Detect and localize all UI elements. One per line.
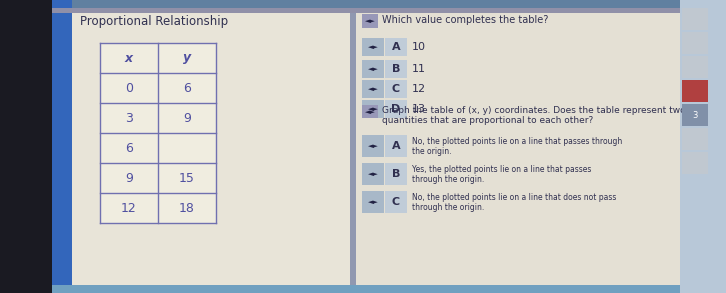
Bar [100, 43, 216, 223]
Bar [52, 0, 72, 293]
Bar [362, 105, 378, 118]
Bar [385, 135, 407, 157]
Bar [52, 8, 680, 13]
Bar [362, 135, 384, 157]
Text: ◄►: ◄► [367, 66, 378, 72]
Text: ◄►: ◄► [367, 86, 378, 92]
Text: Proportional Relationship: Proportional Relationship [80, 15, 228, 28]
Text: 18: 18 [179, 202, 195, 214]
Bar [682, 128, 708, 150]
Text: 13: 13 [412, 104, 426, 114]
Text: A: A [392, 141, 400, 151]
Bar [355, 8, 680, 285]
Bar [682, 152, 708, 174]
Bar [385, 100, 407, 118]
Text: 10: 10 [412, 42, 426, 52]
Text: No, the plotted points lie on a line that does not pass
through the origin.: No, the plotted points lie on a line tha… [412, 193, 616, 212]
Text: 9: 9 [125, 171, 133, 185]
Bar [0, 0, 52, 293]
Text: Graph the table of (x, y) coordinates. Does the table represent two
quantities t: Graph the table of (x, y) coordinates. D… [382, 106, 685, 125]
Text: Yes, the plotted points lie on a line that passes
through the origin.: Yes, the plotted points lie on a line th… [412, 165, 592, 184]
Text: ◄►: ◄► [367, 199, 378, 205]
Bar [362, 38, 384, 56]
Bar [682, 104, 708, 126]
Text: 3: 3 [125, 112, 133, 125]
Text: 12: 12 [412, 84, 426, 94]
Bar [362, 80, 384, 98]
Bar [362, 163, 384, 185]
Text: ◄►: ◄► [367, 44, 378, 50]
Text: 6: 6 [125, 142, 133, 154]
Bar [385, 163, 407, 185]
Bar [362, 60, 384, 78]
Bar [362, 14, 378, 28]
Bar [385, 80, 407, 98]
Text: ◄►: ◄► [364, 18, 375, 24]
Bar [350, 8, 356, 285]
Bar [385, 191, 407, 213]
Text: C: C [392, 84, 400, 94]
Bar [362, 100, 384, 118]
Text: 6: 6 [183, 81, 191, 95]
Bar [385, 38, 407, 56]
Text: 0: 0 [125, 81, 133, 95]
Text: No, the plotted points lie on a line that passes through
the origin.: No, the plotted points lie on a line tha… [412, 137, 622, 156]
Text: y: y [183, 52, 191, 64]
Bar [682, 80, 708, 102]
Text: 12: 12 [121, 202, 137, 214]
Bar [385, 60, 407, 78]
Text: B: B [392, 169, 400, 179]
Text: C: C [392, 197, 400, 207]
Text: 9: 9 [183, 112, 191, 125]
Text: ◄►: ◄► [367, 171, 378, 177]
Text: 11: 11 [412, 64, 426, 74]
Bar [52, 285, 680, 293]
Text: 15: 15 [179, 171, 195, 185]
Text: ◄►: ◄► [367, 106, 378, 112]
Bar [682, 32, 708, 54]
Text: ◄►: ◄► [364, 109, 375, 115]
Bar [680, 0, 726, 293]
Text: 3: 3 [693, 110, 698, 120]
Text: A: A [392, 42, 400, 52]
Bar [362, 191, 384, 213]
Text: D: D [391, 104, 401, 114]
Bar [682, 56, 708, 78]
Bar [682, 8, 708, 30]
Text: B: B [392, 64, 400, 74]
Text: Which value completes the table?: Which value completes the table? [382, 15, 548, 25]
Text: x: x [125, 52, 133, 64]
Text: ◄►: ◄► [367, 143, 378, 149]
Bar [72, 8, 352, 285]
